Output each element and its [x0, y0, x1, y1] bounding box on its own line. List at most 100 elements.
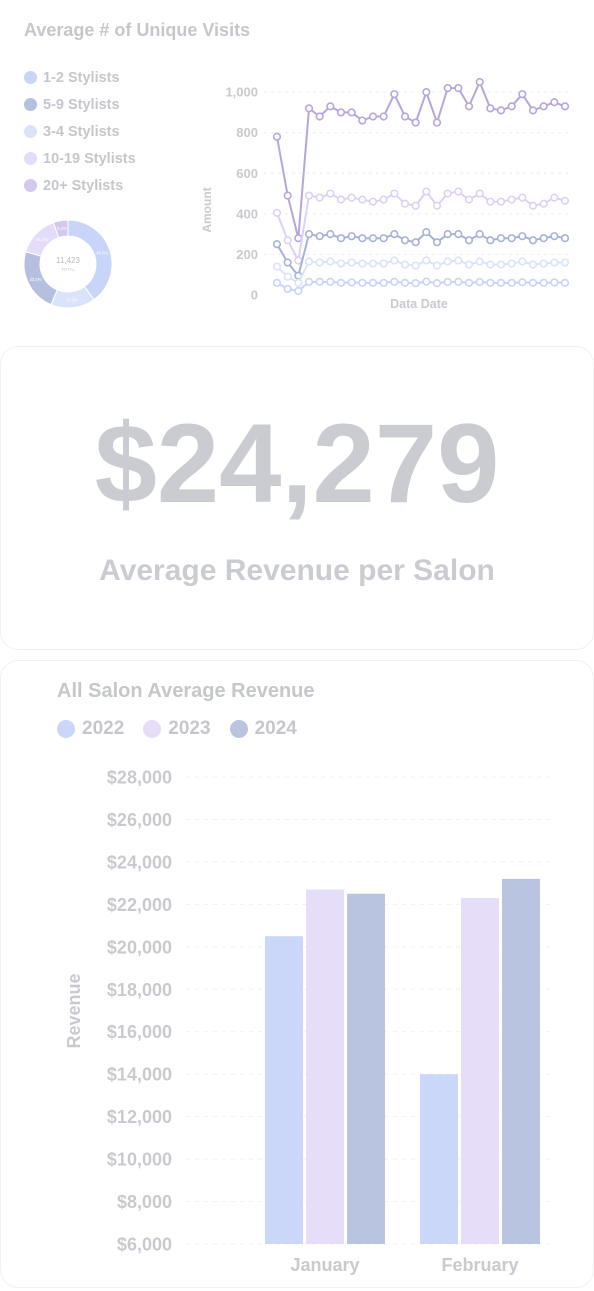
line-point: [390, 90, 399, 99]
unique-visits-donut: 11,423 TOTAL 40.0% 16.3% 23.2% 15.1% 5.4%: [23, 219, 113, 309]
legend-label: 2023: [168, 718, 211, 739]
legend-label: 2022: [82, 718, 125, 739]
legend-swatch: [24, 71, 37, 84]
line-point: [539, 102, 548, 111]
line-point: [486, 236, 495, 245]
bar-y-tick-label: $24,000: [107, 852, 172, 872]
line-series-10-19-stylists: [276, 189, 566, 264]
bar-y-tick-label: $6,000: [117, 1235, 172, 1255]
line-point: [390, 189, 399, 198]
legend-swatch: [143, 720, 162, 738]
bar-january-2023: [306, 889, 344, 1244]
bar-y-tick-label: $8,000: [117, 1192, 172, 1212]
bar-x-tick-label: February: [441, 1255, 518, 1275]
line-point: [475, 189, 484, 198]
legend-item-3-4-stylists[interactable]: 3-4 Stylists: [24, 118, 136, 145]
line-point: [304, 230, 314, 239]
line-point: [550, 193, 559, 202]
line-point: [432, 279, 442, 288]
line-point: [486, 104, 495, 113]
legend-swatch: [24, 125, 37, 138]
line-point: [443, 277, 452, 287]
line-point: [454, 256, 463, 265]
legend-item-10-19-stylists[interactable]: 10-19 Stylists: [24, 145, 136, 172]
line-point: [336, 234, 346, 243]
legend-item-1-2-stylists[interactable]: 1-2 Stylists: [24, 64, 136, 91]
line-point: [326, 102, 335, 111]
bar-y-tick-label: $18,000: [107, 980, 172, 1000]
bar-y-tick-label: $26,000: [107, 810, 172, 830]
line-point: [347, 108, 356, 117]
line-point: [368, 234, 378, 243]
line-point: [422, 88, 431, 97]
bar-y-tick-label: $20,000: [107, 937, 172, 957]
line-point: [272, 240, 282, 249]
line-point: [368, 112, 378, 121]
donut-total-label: TOTAL: [61, 267, 76, 272]
line-point: [336, 278, 346, 287]
line-series-3-4-stylists: [276, 259, 565, 285]
line-point: [454, 83, 463, 93]
line-point: [347, 258, 356, 267]
line-point: [400, 236, 410, 245]
line-point: [283, 236, 292, 245]
line-point: [390, 230, 399, 239]
line-point: [283, 258, 292, 267]
legend-item-2022[interactable]: 2022: [57, 718, 124, 740]
line-point: [464, 260, 474, 269]
line-point: [347, 193, 356, 202]
line-point: [315, 112, 324, 121]
line-point: [560, 196, 570, 205]
line-point: [454, 230, 463, 239]
line-point: [368, 197, 378, 206]
legend-swatch: [57, 720, 75, 738]
bar-january-2022: [265, 936, 303, 1244]
line-point: [326, 277, 335, 286]
line-point: [539, 259, 548, 268]
line-point: [400, 199, 410, 208]
bar-y-tick-label: $12,000: [107, 1107, 172, 1127]
line-point: [358, 116, 367, 125]
line-point: [379, 234, 388, 243]
donut-slice-label: 16.3%: [66, 297, 78, 302]
line-point: [464, 236, 474, 245]
legend-label: 2024: [254, 718, 297, 739]
line-point: [422, 256, 431, 265]
donut-slice-label: 15.1%: [36, 237, 48, 242]
line-y-axis-label: Amount: [200, 187, 214, 232]
line-point: [358, 234, 367, 243]
line-point: [496, 278, 506, 287]
line-point: [518, 232, 527, 241]
line-point: [411, 118, 420, 127]
line-point: [272, 132, 282, 141]
line-point: [539, 199, 548, 208]
legend-item-5-9-stylists[interactable]: 5-9 Stylists: [24, 91, 136, 118]
line-point: [315, 232, 324, 241]
bar-y-axis-label: Revenue: [64, 973, 84, 1048]
line-point: [443, 230, 452, 239]
donut-slice-label: 5.4%: [57, 226, 67, 231]
donut-slice-0: [67, 219, 113, 301]
line-point: [379, 195, 388, 204]
line-point: [379, 112, 388, 121]
line-point: [411, 201, 420, 210]
line-point: [486, 260, 495, 269]
line-point: [518, 278, 527, 287]
legend-item-2024[interactable]: 2024: [229, 718, 297, 740]
legend-item-20-stylists[interactable]: 20+ Stylists: [24, 172, 136, 199]
line-point: [560, 234, 570, 243]
line-point: [464, 195, 474, 204]
line-y-tick-label: 800: [236, 125, 258, 140]
bar-february-2024: [502, 878, 540, 1244]
unique-visits-title: Average # of Unique Visits: [24, 20, 251, 40]
line-point: [528, 278, 538, 287]
line-point: [560, 102, 570, 111]
line-series-20-stylists: [276, 79, 566, 239]
line-point: [560, 278, 570, 287]
legend-item-2023[interactable]: 2023: [143, 718, 211, 740]
line-point: [496, 197, 506, 206]
line-point: [486, 278, 495, 287]
line-point: [560, 258, 570, 267]
line-point: [443, 257, 452, 266]
bar-y-tick-label: $28,000: [107, 768, 172, 788]
